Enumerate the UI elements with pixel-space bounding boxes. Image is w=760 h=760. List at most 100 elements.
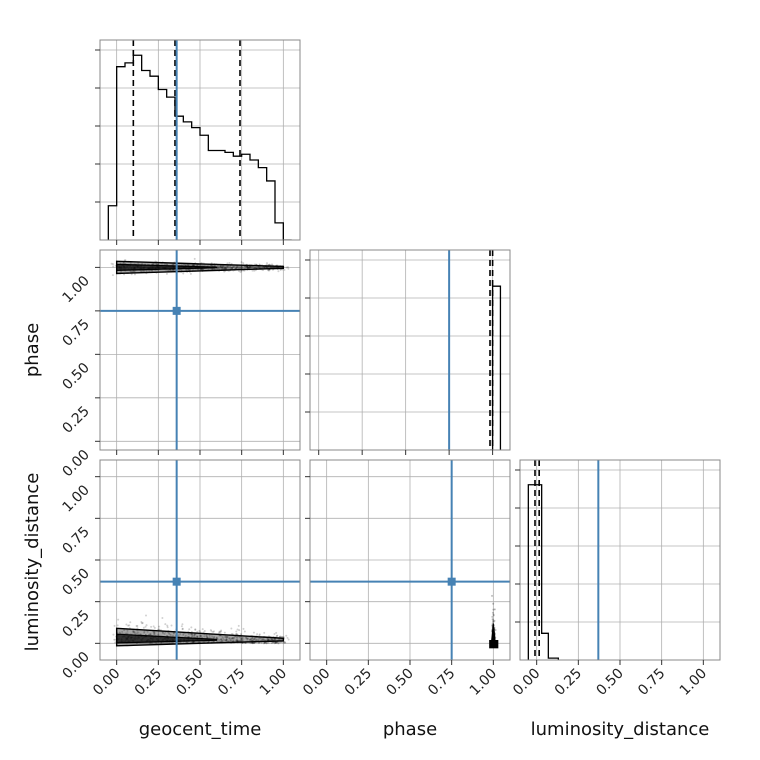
panel-frame — [309, 249, 511, 451]
sample-point — [141, 622, 144, 624]
sample-point — [229, 637, 232, 640]
sample-point — [253, 269, 256, 272]
sample-point — [251, 266, 254, 269]
sample-point — [266, 638, 269, 641]
sample-point — [158, 625, 161, 628]
sample-point — [287, 638, 290, 641]
sample-point — [252, 631, 255, 634]
sample-point — [225, 638, 228, 641]
sample-point — [255, 266, 258, 269]
sample-point — [207, 640, 210, 643]
sample-point — [215, 636, 218, 639]
sample-point — [225, 639, 228, 642]
sample-point — [155, 262, 158, 265]
sample-point — [263, 641, 266, 644]
sample-point — [167, 632, 170, 635]
sample-point — [218, 638, 221, 641]
sample-point — [225, 636, 228, 639]
y-tick-label: 0.50 — [59, 566, 92, 599]
sample-point — [282, 642, 285, 645]
sample-point — [224, 636, 227, 639]
sample-point — [199, 634, 202, 637]
sample-point — [136, 632, 139, 635]
sample-point — [492, 619, 495, 622]
sample-point — [218, 631, 221, 634]
sample-point — [118, 631, 121, 634]
sample-point — [275, 642, 278, 645]
sample-point — [129, 621, 132, 624]
sample-point — [114, 641, 117, 644]
sample-point — [265, 262, 268, 265]
sample-point — [140, 622, 143, 625]
panel-content — [100, 40, 300, 240]
sample-point — [249, 266, 252, 269]
sample-point — [242, 262, 245, 265]
sample-point — [268, 263, 271, 266]
sample-point — [248, 639, 251, 642]
sample-point — [274, 641, 277, 644]
sample-point — [246, 266, 249, 269]
sample-point — [262, 266, 265, 269]
sample-point — [152, 262, 155, 265]
sample-point — [221, 267, 224, 270]
sample-point — [284, 641, 287, 644]
sample-point — [249, 265, 252, 268]
sample-point — [266, 642, 269, 645]
sample-point — [114, 638, 117, 641]
sample-point — [112, 265, 115, 268]
sample-point — [205, 636, 208, 639]
y-tick-label: 0.25 — [59, 403, 92, 436]
sample-point — [121, 630, 124, 633]
sample-point — [229, 639, 232, 642]
sample-point — [225, 267, 228, 270]
sample-point — [193, 633, 196, 636]
sample-point — [111, 263, 114, 266]
sample-point — [253, 642, 256, 645]
sample-point — [181, 627, 184, 630]
sample-point — [125, 632, 128, 635]
sample-point — [235, 638, 238, 641]
sample-point — [212, 636, 215, 639]
sample-point — [228, 262, 231, 265]
sample-point — [116, 624, 119, 627]
sample-point — [230, 267, 233, 270]
panel-content — [100, 460, 300, 660]
sample-point — [192, 641, 195, 644]
sample-point — [492, 602, 495, 605]
sample-point — [224, 267, 227, 270]
sample-point — [235, 632, 238, 635]
sample-point — [223, 267, 226, 270]
sample-point — [222, 265, 225, 268]
y-tick-label: 1.00 — [59, 482, 92, 515]
sample-point — [257, 642, 260, 645]
sample-point — [258, 633, 261, 636]
x-tick-label: 0.50 — [593, 666, 626, 699]
sample-point — [240, 266, 243, 269]
panel-content — [310, 460, 510, 660]
sample-point — [253, 266, 256, 269]
sample-point — [192, 268, 195, 271]
sample-point — [163, 632, 166, 635]
sample-point — [235, 267, 238, 270]
sample-point — [249, 639, 252, 642]
sample-point — [135, 625, 138, 628]
sample-point — [254, 638, 257, 641]
sample-point — [225, 265, 228, 268]
sample-point — [160, 641, 163, 644]
sample-point — [223, 270, 226, 273]
sample-point — [239, 639, 242, 642]
sample-point — [492, 608, 495, 611]
sample-point — [220, 638, 223, 641]
sample-point — [278, 638, 281, 641]
y-axis-label-phase: phase — [22, 323, 43, 377]
sample-point — [219, 630, 222, 633]
sample-point — [261, 637, 264, 640]
sample-point — [230, 627, 233, 630]
sample-point — [188, 628, 191, 631]
sample-point — [182, 272, 185, 275]
sample-point — [276, 635, 279, 638]
sample-point — [212, 264, 215, 267]
sample-point — [128, 624, 131, 627]
sample-point — [161, 631, 164, 634]
sample-point — [240, 266, 243, 269]
